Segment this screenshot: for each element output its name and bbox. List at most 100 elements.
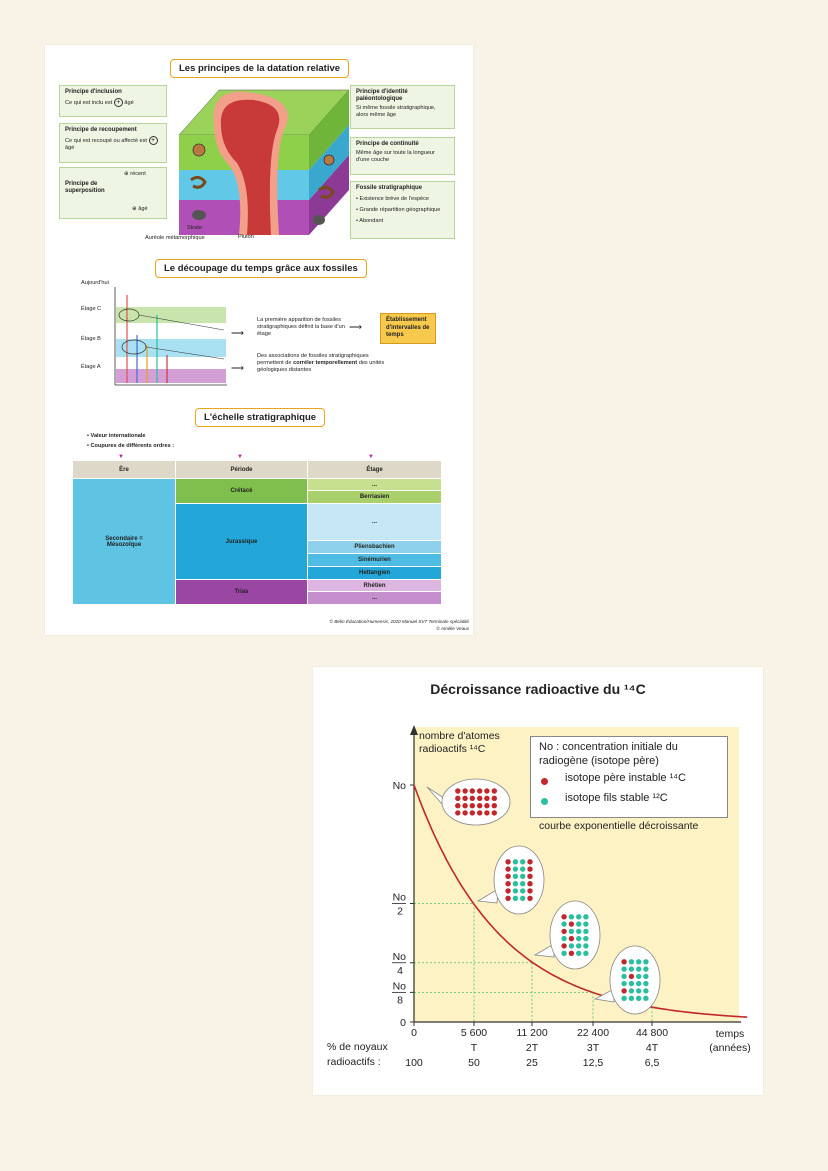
child-atom-dot (576, 921, 582, 927)
atom-bubble (549, 900, 601, 970)
parent-atom-dot (561, 914, 567, 920)
parent-atom-dot (505, 895, 511, 901)
child-atom-dot (583, 928, 589, 935)
child-atom-dot (583, 914, 589, 920)
percent-value: 25 (526, 1057, 538, 1069)
atom-bubble (441, 778, 511, 826)
box-identite: Principe d'identité paléontologique Si m… (350, 85, 455, 129)
parent-atom-dot (469, 810, 475, 816)
percent-value: 12,5 (583, 1057, 604, 1069)
age-label: ⊕ âgé (132, 206, 148, 212)
table-header-stage: Étage (308, 461, 441, 478)
parent-atom-dot (505, 873, 511, 879)
table-stage: ... (308, 592, 441, 604)
child-atom-dot (636, 995, 642, 1001)
y-tick-label: No (393, 780, 407, 792)
section-title-time-division: Le découpage du temps grâce aux fossiles (155, 259, 367, 278)
child-atom-dot (568, 928, 575, 935)
parent-atom-dot (462, 788, 468, 794)
child-atom-dot (520, 866, 526, 872)
x-tick-label: 11 200 (516, 1027, 547, 1039)
parent-atom-dot (568, 921, 575, 927)
child-atom-dot (621, 980, 627, 987)
text-associations: Des associations de fossiles stratigraph… (257, 353, 385, 373)
legend-no-text: No : concentration initiale du radiogène… (539, 741, 678, 767)
table-period-trias: Trias (176, 580, 307, 604)
box-inclusion: Principe d'inclusion Ce qui est inclu es… (59, 85, 167, 117)
child-atom-dot (643, 988, 649, 994)
parent-atom-dot (484, 795, 490, 801)
child-atom-dot (628, 995, 635, 1001)
child-atom-dot (621, 966, 627, 972)
child-atom-dot (576, 935, 582, 942)
child-atom-dot (628, 959, 635, 965)
table-stage: ... (308, 479, 441, 490)
parent-atom-dot (484, 803, 490, 809)
y-tick-label: No (393, 892, 407, 904)
child-atom-dot (621, 995, 627, 1001)
table-stage: Berriasien (308, 491, 441, 503)
parent-atom-dot (628, 973, 635, 980)
percent-value: 50 (468, 1057, 480, 1069)
parent-atom-dot (505, 859, 511, 865)
table-stage: Rhétien (308, 580, 441, 591)
parent-atom-dot (455, 810, 461, 816)
x-axis-label: temps (années) (709, 1028, 751, 1054)
child-atom-dot (628, 988, 635, 994)
child-atom-dot (643, 966, 649, 972)
y-tick-label: No (393, 951, 407, 963)
parent-atom-dot (568, 950, 575, 956)
parent-atom-dot (491, 788, 497, 794)
legend: No : concentration initiale du radiogène… (530, 736, 728, 818)
label-today: Aujourd'hui (81, 280, 109, 286)
label-etage-a: Étage A (81, 364, 101, 370)
child-atom-dot (636, 966, 642, 972)
parent-atom-dot (469, 788, 475, 794)
parent-atom-dot (505, 866, 511, 872)
box-etablissement: Établissement d'intervalles de temps (380, 313, 436, 344)
parent-atom-dot (621, 988, 627, 994)
parent-atom-dot (527, 859, 533, 865)
child-atom-dot (512, 866, 519, 872)
parent-atom-dot (527, 866, 533, 872)
y-tick-label: No (393, 980, 407, 992)
child-atom-dot (643, 973, 649, 980)
x-period-label: T (471, 1042, 478, 1054)
label-etage-b: Étage B (81, 336, 101, 342)
child-atom-dot (520, 859, 526, 865)
decay-chart-card: Décroissance radioactive du ¹⁴C No No 2 No 4… (313, 667, 763, 1095)
child-atom-dot (512, 873, 519, 879)
child-atom-dot (512, 881, 519, 887)
parent-atom-dot (505, 881, 511, 887)
parent-atom-dot (477, 795, 483, 801)
parent-atom-dot (527, 895, 533, 901)
child-atom-dot (643, 995, 649, 1001)
child-atom-dot (512, 888, 519, 894)
geology-block-diagram (178, 89, 349, 235)
parent-atom-dot (491, 810, 497, 816)
table-stage: Hettangien (308, 567, 441, 579)
child-atom-dot (628, 980, 635, 987)
table-period-cretace: Crétacé (176, 479, 307, 503)
arrow-icon: ⟶ (231, 328, 244, 338)
parent-atom-dot (469, 795, 475, 801)
child-atom-dot (568, 943, 575, 949)
child-atom-dot (583, 943, 589, 949)
parent-atom-dot (455, 788, 461, 794)
percent-value: 100 (405, 1057, 423, 1069)
triangle-marker-icon: ▼ (118, 454, 124, 460)
plus-circle-icon: + (148, 136, 158, 145)
table-stage: Pliensbachien (308, 541, 441, 553)
child-atom-dot (512, 859, 519, 865)
y-tick-label: 8 (397, 994, 403, 1006)
parent-atom-dot (477, 788, 483, 794)
label-strate: Strate (187, 225, 202, 231)
child-atom-dot (583, 921, 589, 927)
child-atom-dot (576, 943, 582, 949)
child-atom-dot (561, 950, 567, 956)
parent-atom-dot (462, 803, 468, 809)
y-axis-arrow-icon (410, 725, 418, 735)
chart-title: Décroissance radioactive du ¹⁴C (430, 681, 646, 697)
x-tick-label: 0 (411, 1027, 417, 1039)
parent-atom-dot (568, 935, 575, 942)
